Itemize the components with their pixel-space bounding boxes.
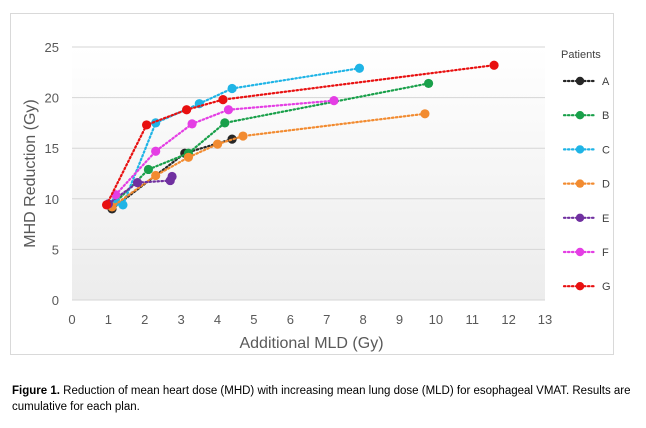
legend-label-A: A [602, 76, 610, 88]
legend-marker-B [575, 111, 585, 120]
legend-title: Patients [561, 49, 601, 61]
data-point-G [218, 95, 228, 105]
legend-marker-E [575, 213, 585, 222]
y-tick-label: 20 [45, 91, 59, 106]
x-tick-label: 12 [501, 312, 515, 327]
legend-entry-A: A [562, 76, 610, 88]
data-point-B [423, 78, 434, 89]
data-point-G [182, 105, 192, 115]
x-tick-label: 6 [287, 312, 294, 327]
chart-frame: 0 5 10 15 20 25 0 1 2 3 4 5 6 7 8 9 10 11 12 13 Additional M… [10, 13, 614, 355]
x-tick-label: 7 [323, 312, 330, 327]
data-point-G [141, 120, 152, 130]
y-axis-title: MHD Reduction (Gy) [22, 99, 39, 247]
data-point-C [354, 63, 365, 73]
data-point-G [101, 200, 112, 210]
x-tick-label: 4 [214, 312, 221, 327]
legend-entry-D: D [562, 179, 610, 191]
x-tick-label: 1 [105, 312, 112, 327]
x-tick-label: 8 [359, 312, 366, 327]
data-point-F [329, 96, 339, 106]
legend-entry-F: F [562, 247, 609, 259]
data-point-D [151, 170, 161, 181]
caption-label: Figure 1. [12, 385, 60, 397]
legend-entry-C: C [562, 144, 610, 156]
x-tick-label: 0 [68, 312, 75, 327]
legend-entry-E: E [562, 213, 609, 225]
legend-entry-B: B [562, 110, 609, 122]
x-axis-title: Additional MLD (Gy) [239, 335, 383, 352]
data-point-C [227, 83, 237, 94]
x-tick-label: 9 [396, 312, 403, 327]
legend-marker-A [575, 76, 585, 86]
legend-entry-G: G [562, 281, 611, 293]
figure-caption: Figure 1. Reduction of mean heart dose (… [12, 383, 632, 415]
data-point-F [151, 146, 161, 156]
legend-label-G: G [602, 281, 611, 293]
series-G [101, 60, 499, 210]
data-point-E [167, 171, 177, 182]
y-tick-label: 15 [45, 141, 59, 156]
series-D [107, 109, 430, 212]
y-tick-label: 5 [52, 242, 59, 257]
data-point-D [238, 131, 248, 141]
legend-label-E: E [602, 213, 609, 225]
legend-label-F: F [602, 247, 609, 259]
legend-label-B: B [602, 110, 609, 122]
data-point-D [212, 139, 223, 149]
legend-label-C: C [602, 144, 610, 156]
x-tick-label: 5 [250, 312, 257, 327]
x-tick-label: 13 [538, 312, 552, 327]
series-F [111, 96, 339, 200]
data-point-F [187, 119, 197, 129]
x-tick-label: 2 [141, 312, 148, 327]
y-tick-label: 10 [45, 192, 59, 207]
data-point-C [118, 200, 128, 210]
data-point-F [223, 105, 234, 115]
data-point-E [132, 178, 143, 188]
caption-text: Reduction of mean heart dose (MHD) with … [12, 385, 631, 413]
legend-label-D: D [602, 179, 610, 191]
x-tick-label: 3 [178, 312, 185, 327]
y-tick-label: 25 [45, 40, 59, 55]
legend-marker-D [575, 179, 585, 188]
y-tick-label: 0 [52, 293, 59, 308]
data-point-D [183, 152, 194, 162]
data-point-D [420, 109, 430, 119]
legend-marker-C [575, 145, 585, 154]
data-point-B [220, 118, 230, 128]
x-tick-label: 11 [465, 312, 479, 327]
data-point-B [143, 164, 154, 175]
series-line-D [110, 112, 427, 208]
legend-marker-F [575, 247, 585, 257]
data-point-G [489, 60, 499, 70]
data-point-A [227, 134, 237, 144]
x-tick-label: 10 [429, 312, 443, 327]
legend-marker-G [575, 282, 585, 291]
